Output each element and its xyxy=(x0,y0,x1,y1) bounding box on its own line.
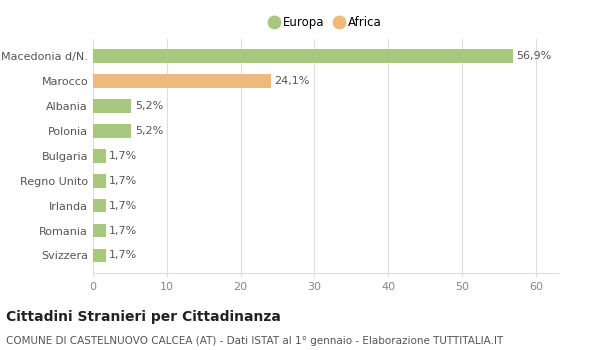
Legend: Europa, Africa: Europa, Africa xyxy=(266,14,385,32)
Bar xyxy=(93,248,106,262)
Bar xyxy=(93,174,106,188)
Bar xyxy=(93,99,131,113)
Bar xyxy=(93,124,131,138)
Text: 1,7%: 1,7% xyxy=(109,176,137,186)
Text: 1,7%: 1,7% xyxy=(109,151,137,161)
Bar xyxy=(93,49,513,63)
Text: 1,7%: 1,7% xyxy=(109,225,137,236)
Text: 5,2%: 5,2% xyxy=(135,101,163,111)
Text: 5,2%: 5,2% xyxy=(135,126,163,136)
Bar xyxy=(93,74,271,88)
Bar xyxy=(93,224,106,237)
Text: 56,9%: 56,9% xyxy=(517,51,552,61)
Text: COMUNE DI CASTELNUOVO CALCEA (AT) - Dati ISTAT al 1° gennaio - Elaborazione TUTT: COMUNE DI CASTELNUOVO CALCEA (AT) - Dati… xyxy=(6,336,503,346)
Text: 1,7%: 1,7% xyxy=(109,201,137,211)
Bar xyxy=(93,199,106,212)
Text: Cittadini Stranieri per Cittadinanza: Cittadini Stranieri per Cittadinanza xyxy=(6,310,281,324)
Bar xyxy=(93,149,106,163)
Text: 1,7%: 1,7% xyxy=(109,251,137,260)
Text: 24,1%: 24,1% xyxy=(275,76,310,86)
